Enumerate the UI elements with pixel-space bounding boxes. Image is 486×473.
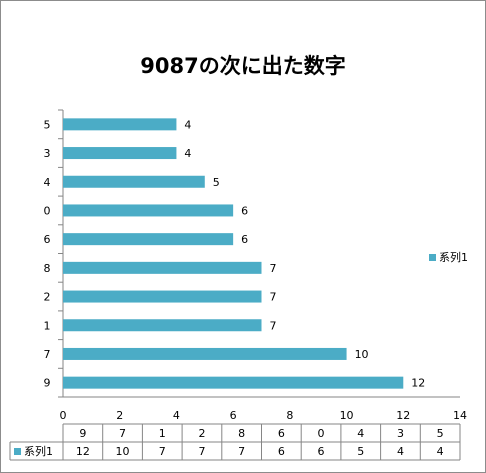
legend-label: 系列1 [439,250,468,264]
table-value-cell: 6 [278,445,285,458]
y-tick-label: 6 [44,233,51,246]
x-tick-label: 8 [286,409,293,422]
y-tick-label: 4 [44,176,51,189]
data-label: 7 [270,291,277,304]
axes: 0 2 4 6 8 10 12 14 [58,109,467,422]
x-tick-label: 14 [453,409,467,422]
bar [63,376,404,389]
data-label: 6 [241,204,248,217]
table-category-cell: 2 [198,427,205,440]
chart-title: 9087の次に出た数字 [140,54,346,78]
table-value-cell: 4 [397,445,404,458]
y-tick-label: 9 [44,377,51,390]
x-tick-label: 12 [396,409,410,422]
table-category-cell: 7 [119,427,126,440]
data-label: 7 [270,262,277,275]
bar [63,261,262,274]
bar [63,290,262,303]
data-label: 7 [270,319,277,332]
table-category-cell: 1 [159,427,166,440]
table-value-cell: 7 [159,445,166,458]
table-category-cell: 9 [79,427,86,440]
bar [63,175,205,188]
data-label: 12 [411,377,425,390]
table-value-cell: 7 [238,445,245,458]
table-value-cell: 10 [116,445,130,458]
y-tick-label: 0 [44,204,51,217]
y-tick-label: 5 [44,118,51,131]
bar [63,118,177,131]
table-series-label: 系列1 [24,444,53,458]
bar [63,147,177,160]
data-label: 4 [184,147,191,160]
bar [63,319,262,332]
table-value-cell: 6 [318,445,325,458]
table-category-cell: 0 [318,427,325,440]
table-value-cell: 5 [357,445,364,458]
bar [63,233,234,246]
bars: 12 9 10 7 7 1 7 2 7 8 6 6 6 0 5 4 4 3 4 5 [44,118,425,390]
y-tick-label: 3 [44,147,51,160]
table-category-cell: 4 [357,427,364,440]
y-tick-label: 8 [44,262,51,275]
x-tick-label: 6 [230,409,237,422]
data-label: 5 [213,176,220,189]
legend-marker [429,254,436,261]
data-label: 10 [355,348,369,361]
data-table: 9 12 7 10 1 7 2 7 8 7 6 6 0 6 4 5 3 4 5 4 系列1 [9,423,461,461]
data-label: 6 [241,233,248,246]
table-series-marker [14,448,21,455]
table-category-cell: 5 [437,427,444,440]
x-tick-label: 0 [60,409,67,422]
bar [63,204,234,217]
x-tick-label: 10 [340,409,354,422]
table-category-cell: 6 [278,427,285,440]
y-tick-label: 7 [44,348,51,361]
table-value-cell: 4 [437,445,444,458]
x-tick-label: 4 [173,409,180,422]
table-category-cell: 3 [397,427,404,440]
bar [63,347,347,360]
table-value-cell: 7 [198,445,205,458]
y-tick-label: 2 [44,291,51,304]
legend: 系列1 [429,250,468,264]
table-value-cell: 12 [76,445,90,458]
x-tick-label: 2 [116,409,123,422]
y-tick-label: 1 [44,319,51,332]
table-category-cell: 8 [238,427,245,440]
data-label: 4 [184,118,191,131]
